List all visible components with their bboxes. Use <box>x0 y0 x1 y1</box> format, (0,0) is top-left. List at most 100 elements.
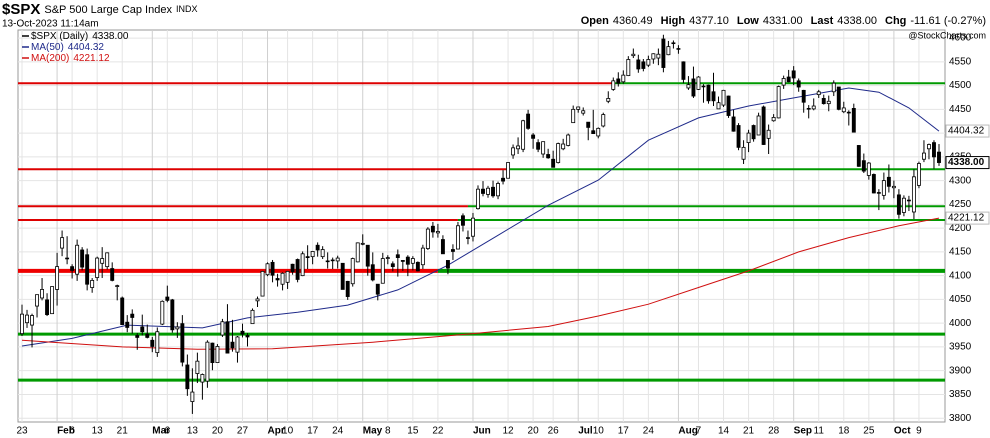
candle-body <box>886 176 891 187</box>
ticker: $SPX <box>2 1 40 18</box>
candle-body <box>290 263 295 273</box>
candle-body <box>80 249 85 268</box>
candle-body <box>681 61 686 80</box>
candle-body <box>100 258 105 264</box>
candle-body <box>856 145 861 167</box>
candle-body <box>135 335 140 338</box>
candle-body <box>691 78 696 97</box>
x-tick-label: Feb <box>57 426 75 437</box>
candle-body <box>315 244 320 251</box>
x-tick-label: 25 <box>863 426 875 437</box>
legend-entry: MA(50) 4404.32 <box>31 42 104 53</box>
candle-body <box>415 261 420 272</box>
candle-body <box>861 160 866 172</box>
candle-body <box>300 253 305 277</box>
candle-body <box>55 266 60 290</box>
quote-value: 4331.00 <box>763 15 803 27</box>
candle-body <box>541 141 546 155</box>
value-tag <box>945 124 990 138</box>
quote: Open 4360.49 High 4377.10 Low 4331.00 Last 4338… <box>581 15 986 27</box>
candle-body <box>215 346 220 364</box>
x-tick-label: 13 <box>187 426 199 437</box>
x-tick-label: 21 <box>117 426 129 437</box>
candle-body <box>170 299 175 331</box>
candle-body <box>466 237 470 239</box>
candle-body <box>561 143 566 150</box>
y-tick-label: 4550 <box>949 56 972 67</box>
candle-body <box>461 215 465 226</box>
candle-body <box>786 76 791 83</box>
candle-body <box>345 280 350 297</box>
candle-body <box>646 59 651 66</box>
x-tick-label: Sep <box>794 426 812 437</box>
x-tick-label: 8 <box>385 426 391 437</box>
candle-body <box>305 256 310 258</box>
x-tick-label: 15 <box>407 426 419 437</box>
candle-body <box>741 146 746 160</box>
candle-body <box>581 110 586 114</box>
candle-body <box>325 260 330 263</box>
candle-body <box>566 134 571 146</box>
x-tick-label: 23 <box>16 426 28 437</box>
candle-body <box>60 237 65 249</box>
candle-body <box>796 80 801 88</box>
candle-body <box>350 258 355 285</box>
candle-body <box>626 59 631 77</box>
value-tag <box>945 156 990 170</box>
candle-body <box>816 91 821 96</box>
candle-body <box>145 333 150 338</box>
candle-body <box>90 280 95 288</box>
candle-body <box>901 197 906 213</box>
y-tick-label: 3800 <box>949 413 972 424</box>
candle-body <box>536 142 541 150</box>
candle-body <box>335 257 340 262</box>
candle-body <box>676 48 681 50</box>
candle-body <box>450 249 455 252</box>
candle-body <box>255 298 260 302</box>
exchange: INDX <box>176 4 198 14</box>
candle-body <box>666 46 671 56</box>
quote-label: High <box>661 15 686 27</box>
candle-body <box>200 374 205 383</box>
candle-body <box>546 154 551 159</box>
candle-body <box>726 95 731 116</box>
candle-body <box>425 228 430 249</box>
candle-body <box>706 84 711 102</box>
x-tick-label: 24 <box>332 426 344 437</box>
candle-body <box>360 242 365 245</box>
candle-body <box>265 263 270 276</box>
candle-body <box>330 259 335 262</box>
candle-body <box>150 339 155 347</box>
x-tick-label: 6 <box>165 426 171 437</box>
x-tick-label: 20 <box>212 426 224 437</box>
y-tick-label: 4250 <box>949 199 972 210</box>
candle-body <box>891 185 896 189</box>
candle-body <box>155 331 160 354</box>
candle-body <box>85 254 90 285</box>
candle-body <box>435 231 440 234</box>
candle-body <box>556 143 561 163</box>
candle-body <box>250 309 255 325</box>
candle-body <box>496 183 500 197</box>
candle-body <box>521 120 526 150</box>
candle-body <box>876 192 881 194</box>
candle-body <box>516 145 521 150</box>
candle-body <box>165 296 170 301</box>
candle-body <box>270 261 275 276</box>
candle-body <box>365 244 370 267</box>
x-tick-label: Apr <box>268 426 285 437</box>
candle-body <box>40 289 45 299</box>
candle-body <box>701 85 706 88</box>
candle-body <box>400 260 405 262</box>
candle-body <box>806 108 811 110</box>
candle-body <box>736 125 741 148</box>
value-tag-label: 4338.00 <box>948 157 985 168</box>
subtitle: S&P 500 Large Cap Index <box>44 4 172 16</box>
candle-body <box>851 108 856 133</box>
candle-body <box>140 326 145 333</box>
candle-body <box>836 86 841 110</box>
candle-body <box>370 264 375 281</box>
date: 13-Oct-2023 11:14am <box>2 19 99 30</box>
candle-body <box>50 286 55 315</box>
